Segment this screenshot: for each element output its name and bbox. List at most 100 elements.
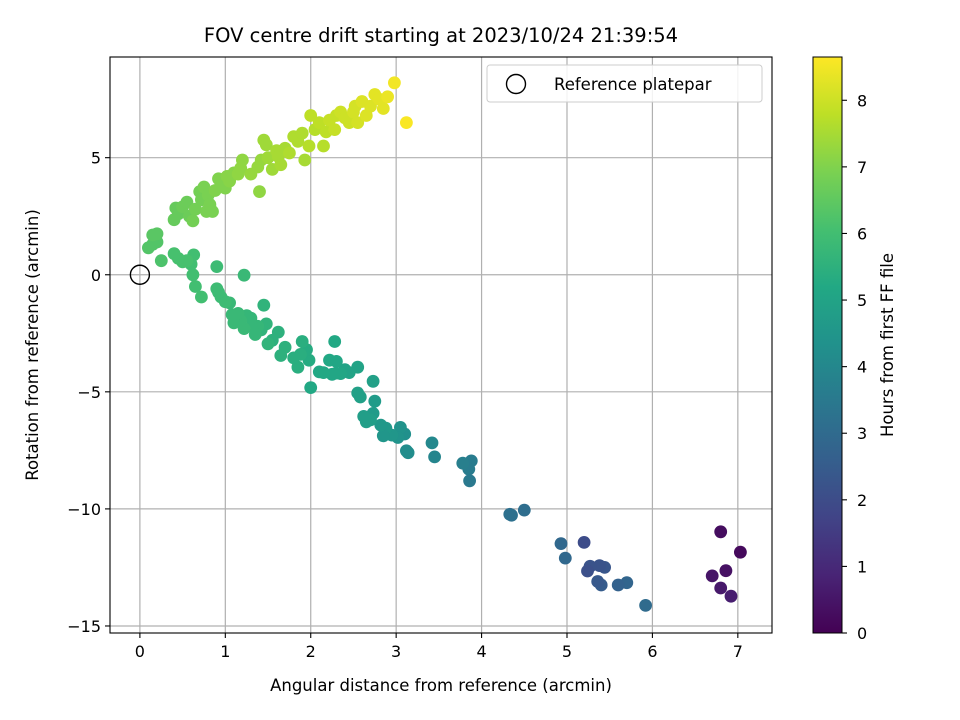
legend: Reference platepar [486,64,763,103]
scatter-point [463,474,476,488]
scatter-point [381,90,394,104]
y-tick-label: −5 [77,383,101,402]
colorbar-tick-label: 4 [857,358,867,377]
x-tick-label: 4 [476,642,486,661]
scatter-point [283,146,296,160]
scatter-point [210,282,224,296]
scatter-point [189,202,202,216]
colorbar-gradient [812,56,843,634]
scatter-point [295,335,309,348]
y-tick-label: −15 [67,617,101,636]
scatter-point [180,195,194,209]
scatter-point [374,418,388,432]
colorbar: 0 1 2 3 4 5 6 7 8 Hours from first FF file [812,56,897,643]
x-tick-label: 3 [391,642,401,661]
scatter-point [304,109,318,122]
scatter-point [357,410,371,423]
scatter-point [400,444,413,458]
scatter-point [295,126,309,140]
scatter-point [351,116,365,129]
scatter-point [312,365,326,379]
x-tick-label: 5 [562,642,572,661]
colorbar-tick-label: 6 [857,224,867,243]
scatter-point [734,545,747,559]
legend-label: Reference platepar [554,75,712,94]
scatter-point [388,76,401,90]
scatter-point [503,507,517,521]
scatter-point [351,386,365,400]
scatter-point [328,123,342,136]
scatter-point [364,99,377,113]
y-axis-ticks: −15 −10 −5 0 5 [67,149,110,636]
x-axis-ticks: 0 1 2 3 4 5 6 7 [135,633,743,661]
scatter-point [517,503,531,517]
scatter-point [719,564,733,578]
scatter-point [394,421,407,434]
scatter-point [376,102,390,115]
scatter-point [302,139,316,153]
scatter-point [186,268,200,282]
scatter-point [206,205,219,218]
reference-platepar-marker [129,264,151,285]
scatter-point [593,559,606,572]
scatter-point [298,153,312,167]
colorbar-tick-label: 5 [857,291,867,310]
scatter-point [186,214,200,228]
scatter-point [714,525,728,539]
scatter-point [581,564,594,578]
y-tick-label: 5 [91,149,101,168]
scatter-point [330,355,343,368]
y-tick-label: 0 [91,266,101,285]
colorbar-tick-label: 1 [857,557,867,576]
x-tick-label: 0 [135,642,145,661]
scatter-point [287,351,301,365]
scatter-point [304,381,318,394]
scatter-point [577,536,591,549]
scatter-point [189,280,202,293]
scatter-point [611,578,625,592]
scatter-point [425,436,439,450]
scatter-point [142,241,155,255]
scatter-point [195,290,208,304]
scatter-point [261,151,275,165]
scatter-point [274,158,288,172]
scatter-point [724,589,738,603]
colorbar-label: Hours from first FF file [878,253,897,437]
scatter-point [274,349,288,362]
scatter-point [328,335,342,348]
colorbar-tick-label: 0 [857,624,867,643]
legend-marker-circle [505,73,527,95]
scatter-point [312,116,326,129]
scatter-point [261,337,275,351]
scatter-point [150,227,164,241]
scatter-point [705,569,719,583]
scatter-point [237,268,251,282]
x-tick-label: 2 [306,642,316,661]
scatter-points [142,76,747,612]
scatter-point [366,374,380,388]
x-axis-label: Angular distance from reference (arcmin) [270,676,612,695]
scatter-point [253,185,266,199]
scatter-point [714,581,728,595]
colorbar-tick-label: 8 [857,91,867,110]
scatter-point [317,139,330,153]
scatter-point [400,116,413,129]
colorbar-ticks: 0 1 2 3 4 5 6 7 8 [842,91,867,643]
colorbar-tick-label: 3 [857,424,867,443]
scatter-point [236,153,249,167]
scatter-point [257,298,271,312]
reference-marker-group [129,264,151,285]
scatter-point [428,450,441,464]
scatter-point [259,138,273,152]
colorbar-tick-label: 7 [857,158,867,177]
scatter-point [639,599,652,612]
chart-title: FOV centre drift starting at 2023/10/24 … [204,24,678,47]
scatter-point [368,394,382,408]
y-axis-label: Rotation from reference (arcmin) [23,209,42,481]
y-tick-label: −10 [67,500,101,519]
scatter-point [591,575,605,588]
plot-frame [109,56,773,634]
scatter-point [376,429,390,443]
